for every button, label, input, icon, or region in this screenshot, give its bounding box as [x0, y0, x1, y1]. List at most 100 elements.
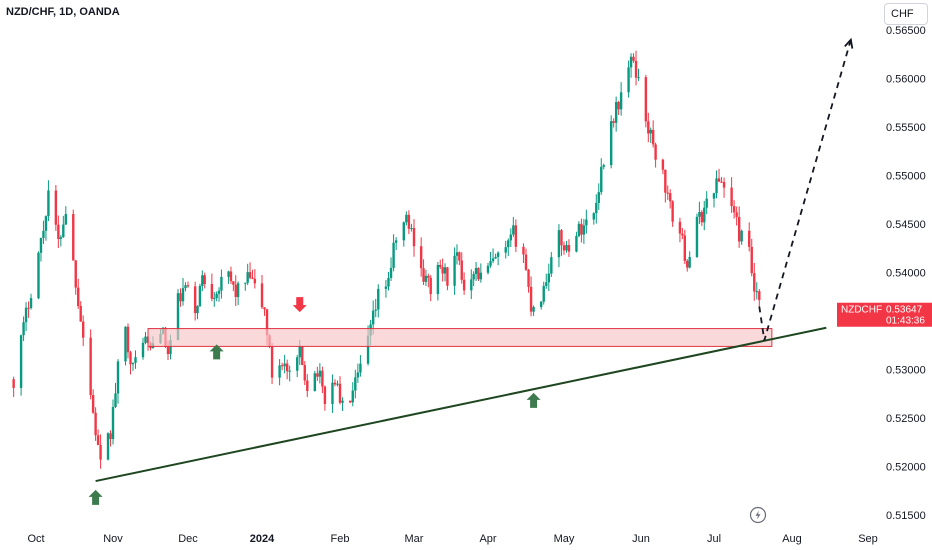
candle-down: [529, 286, 533, 312]
price-axis-tick-label: 0.55000: [886, 171, 926, 183]
candle-up: [405, 214, 408, 223]
currency-button[interactable]: CHF: [884, 3, 928, 25]
candle-down: [280, 365, 284, 367]
candle-up: [134, 357, 137, 363]
candle-down: [412, 227, 416, 247]
candle-down: [758, 291, 761, 301]
candle-down: [407, 214, 411, 229]
candle-down: [666, 192, 669, 194]
candle-down: [664, 169, 667, 193]
candle-down: [251, 277, 254, 279]
candle-down: [446, 267, 449, 286]
candle-up: [215, 293, 218, 299]
price-axis-tick-label: 0.55500: [886, 122, 926, 134]
candle-down: [644, 77, 648, 122]
candle-up: [318, 370, 322, 377]
price-axis-tick-label: 0.54500: [886, 219, 926, 231]
candle-up: [496, 252, 500, 257]
time-axis-tick-label: Feb: [331, 533, 350, 545]
candle-up: [740, 230, 743, 242]
candle-down: [129, 352, 132, 365]
candle-up: [359, 363, 362, 373]
candle-up: [246, 272, 249, 283]
candle-up: [354, 377, 357, 391]
candle-down: [441, 267, 444, 274]
candle-up: [37, 252, 40, 299]
candle-up: [106, 433, 110, 460]
candle-up: [377, 288, 380, 310]
candle-up: [131, 362, 135, 365]
candle-up: [712, 193, 716, 199]
candle-up: [227, 271, 230, 277]
candle-up: [24, 307, 28, 323]
candle-down: [301, 346, 304, 366]
candle-up: [22, 322, 25, 336]
candle-up: [220, 276, 223, 291]
time-axis-tick-label: Oct: [27, 533, 44, 545]
candle-down: [681, 233, 684, 236]
candle-down: [678, 221, 682, 234]
up-arrow-shape: [526, 392, 541, 408]
time-axis-tick-label: Jun: [632, 533, 650, 545]
lightning-circle-icon[interactable]: [749, 506, 767, 524]
candle-up: [600, 166, 603, 193]
candle-down: [617, 102, 620, 110]
candle-up: [550, 257, 553, 274]
candle-up: [509, 234, 512, 241]
candle-down: [232, 281, 235, 285]
candle-down: [580, 223, 583, 235]
candle-down: [717, 178, 721, 182]
candle-down: [323, 386, 327, 405]
candle-up: [44, 216, 48, 231]
candle-up: [453, 255, 456, 286]
candle-up: [595, 202, 598, 214]
candle-up: [39, 237, 43, 253]
projection-arrowhead: [844, 37, 854, 49]
candle-down: [89, 337, 92, 396]
candle-down: [730, 187, 733, 207]
candle-up: [512, 225, 515, 235]
time-axis[interactable]: Oct Nov Dec 2024 Feb Mar Apr May Jun Jul Aug Sep: [27, 533, 877, 545]
price-axis-tick-label: 0.56000: [886, 74, 926, 86]
symbol-title: NZD/CHF, 1D, OANDA: [6, 6, 120, 18]
annotation-layer: [88, 37, 854, 505]
candle-up: [542, 285, 545, 302]
candle-up: [116, 361, 120, 394]
price-axis[interactable]: 0.56500 0.56000 0.55500 0.55000 0.54500 0.540…: [886, 25, 926, 522]
up-arrow-icon: [526, 392, 541, 408]
candle-down: [57, 224, 60, 239]
candle-up: [181, 288, 185, 302]
candle-down: [94, 412, 97, 436]
candle-up: [695, 216, 699, 257]
candle-up: [443, 267, 447, 274]
candle-up: [331, 382, 334, 405]
candle-down: [753, 273, 756, 292]
candle-down: [560, 230, 563, 246]
price-axis-tick-label: 0.51500: [886, 510, 926, 522]
last-price-tag: NZDCHF 0.53647 01:43:36: [837, 302, 932, 327]
candle-up: [472, 273, 475, 280]
candle-up: [410, 227, 413, 229]
candle-up: [384, 286, 388, 289]
candle-down: [422, 268, 425, 282]
candle-up: [244, 282, 247, 284]
candle-down: [349, 400, 352, 403]
candle-up: [504, 247, 507, 253]
up-arrow-shape: [209, 344, 224, 360]
candle-down: [79, 306, 82, 322]
candle-down: [265, 309, 269, 336]
candle-up: [59, 237, 63, 239]
candle-down: [567, 245, 571, 252]
candle-down: [612, 121, 615, 123]
projection-path: [758, 39, 852, 341]
price-axis-tick-label: 0.54000: [886, 268, 926, 280]
candle-down: [81, 321, 85, 338]
up-arrow-icon: [209, 344, 224, 360]
candle-down: [669, 193, 672, 202]
last-price-tag-symbol: NZDCHF: [841, 305, 882, 316]
candle-up: [366, 335, 370, 364]
candle-up: [198, 286, 202, 307]
time-axis-tick-label: Jul: [707, 533, 721, 545]
candle-up: [565, 245, 568, 251]
